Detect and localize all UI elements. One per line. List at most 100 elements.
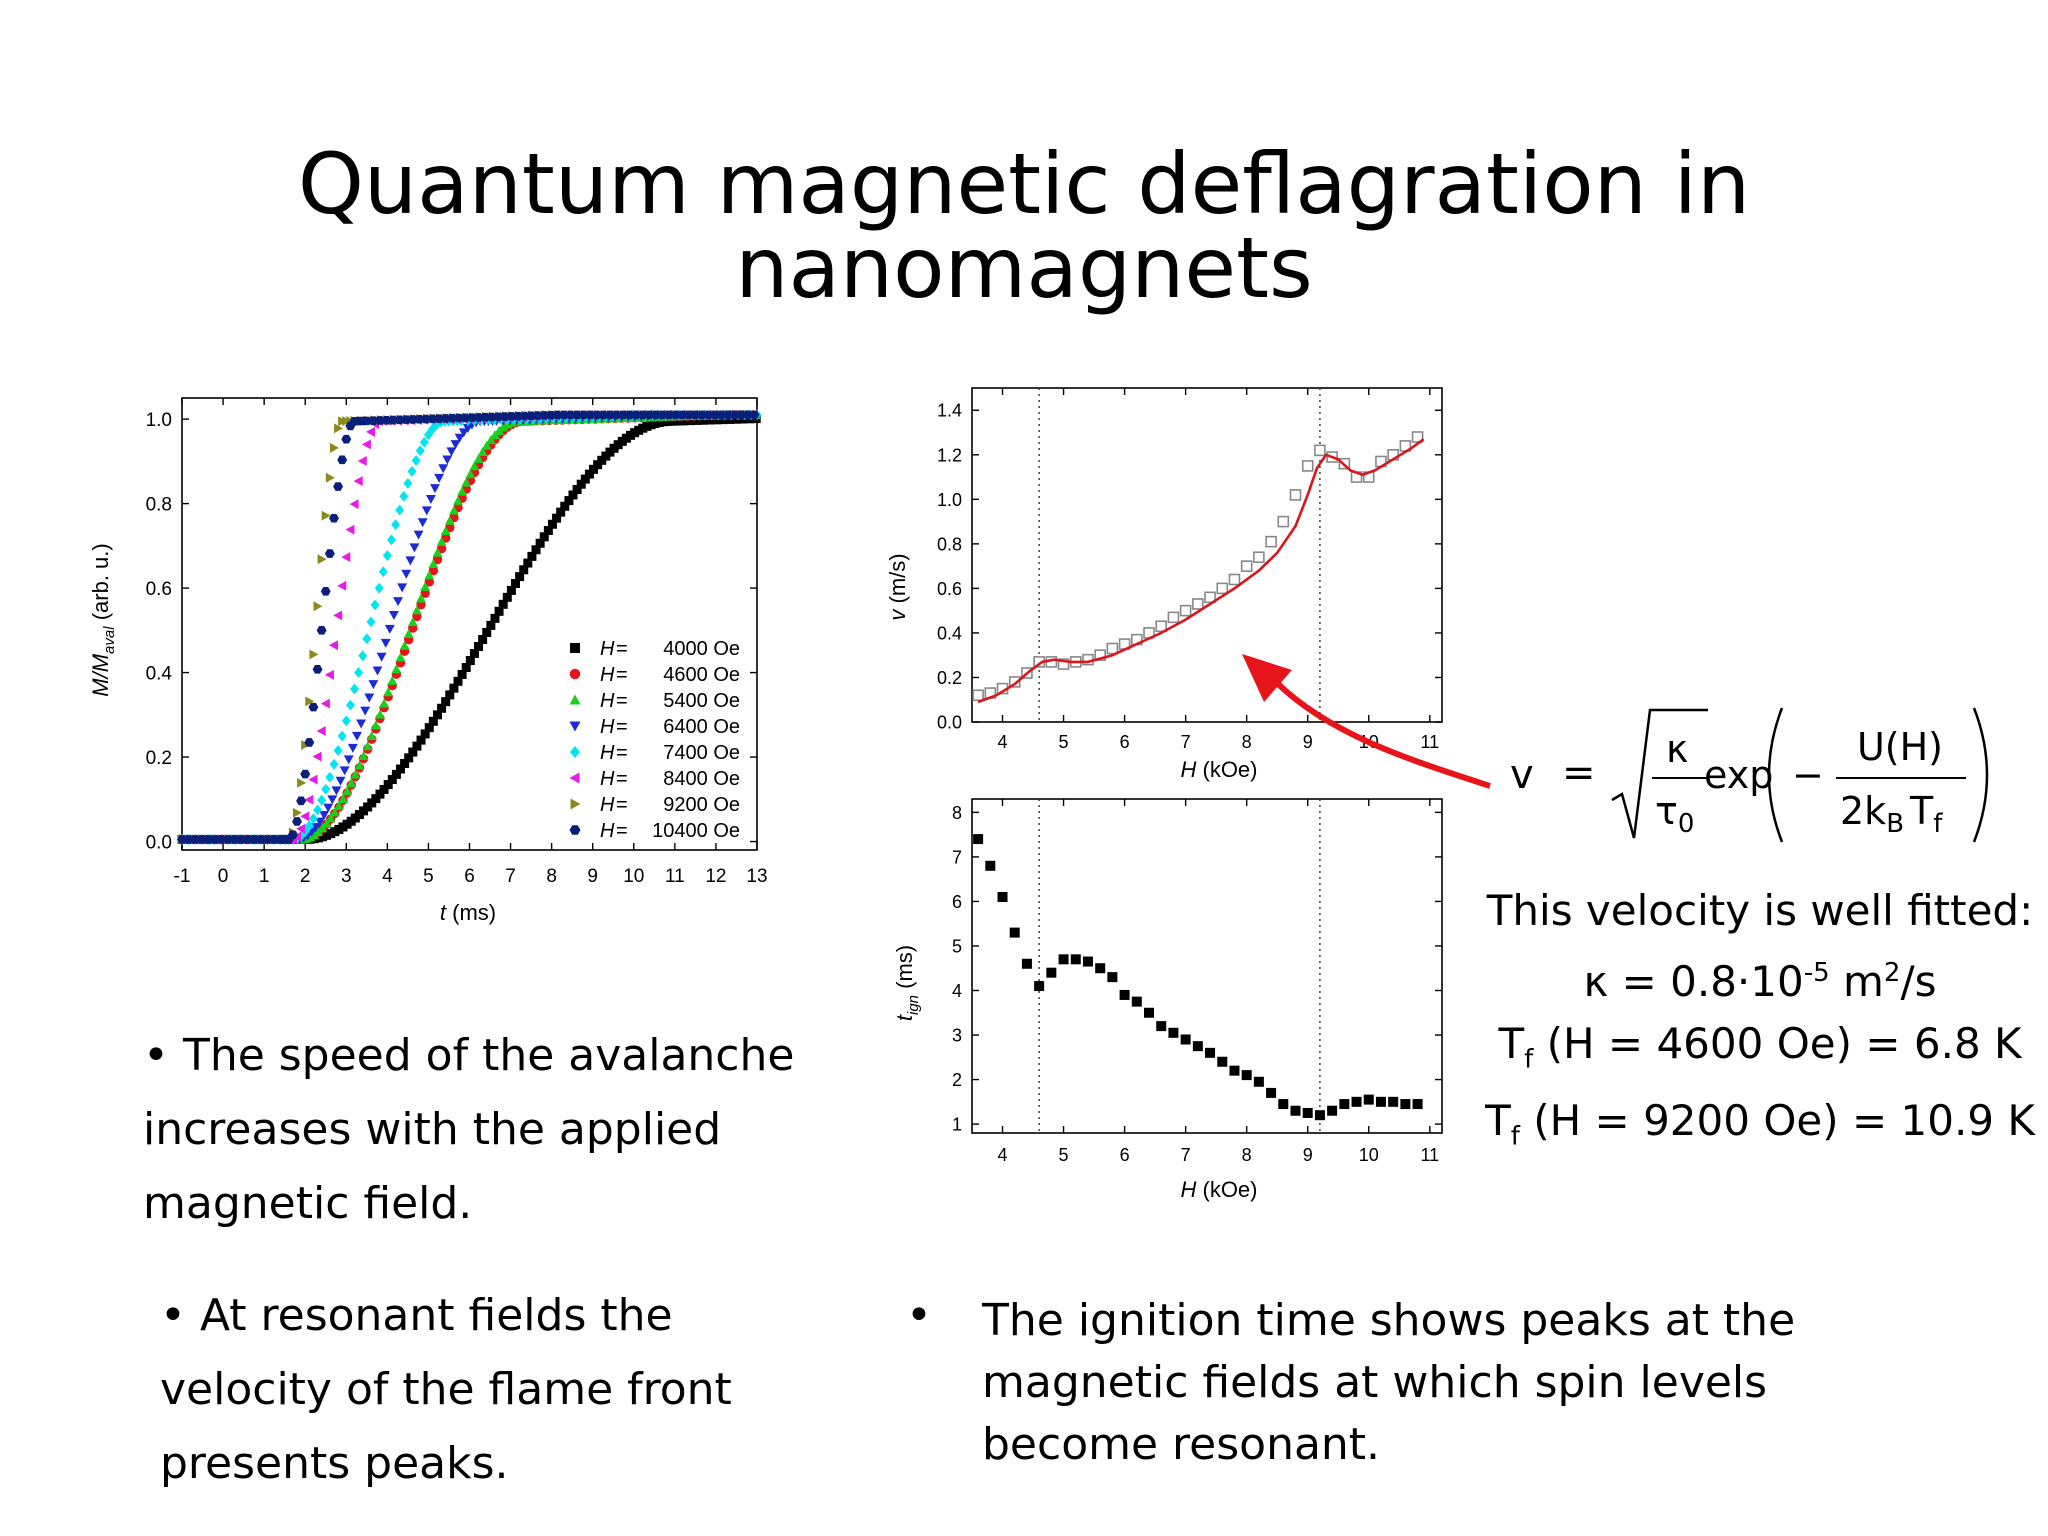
data-point xyxy=(421,506,432,516)
data-point xyxy=(203,835,214,844)
x-tick-label: 3 xyxy=(341,866,352,887)
legend-entry: 6400 Oe xyxy=(663,716,740,738)
data-point xyxy=(321,510,331,521)
data-point xyxy=(379,698,390,708)
velocity-axes: 4 5 6 7 8 9 10 110.00.20.40.60.81.01.21.4 xyxy=(937,387,1443,752)
data-point xyxy=(321,783,331,795)
legend-eq: = xyxy=(616,820,628,842)
data-point xyxy=(333,745,343,756)
data-point xyxy=(1266,1087,1277,1098)
data-point xyxy=(454,433,465,443)
magnetization-legend: H = 4000 OeH = 4600 OeH = 5400 OeH = 6400 OeH = 74… xyxy=(569,638,740,842)
data-point xyxy=(430,484,440,494)
data-point xyxy=(580,474,590,484)
velocity-chart: 4 5 6 7 8 9 10 110.00.20.40.60.81.01.21.4 H (kO… xyxy=(885,387,1443,782)
x-tick-label: 10 xyxy=(1359,1145,1379,1165)
data-point xyxy=(453,676,463,686)
data-point xyxy=(1021,958,1032,969)
data-point xyxy=(349,499,359,510)
x-tick-label: 7 xyxy=(505,866,516,887)
data-point xyxy=(1192,598,1204,610)
data-point xyxy=(316,626,327,635)
data-point xyxy=(324,549,335,558)
data-point xyxy=(532,411,543,420)
data-point xyxy=(644,410,655,420)
data-point xyxy=(453,495,463,505)
data-point xyxy=(339,766,350,776)
data-point xyxy=(421,414,431,424)
data-point xyxy=(333,610,343,621)
data-point xyxy=(352,731,362,741)
data-point xyxy=(461,477,472,487)
data-point xyxy=(511,578,520,588)
bullet-ignition: The ignition time shows peaks at the mag… xyxy=(982,1295,1796,1470)
data-point xyxy=(420,588,430,599)
data-point xyxy=(611,410,622,420)
data-point xyxy=(559,410,569,420)
legend-marker xyxy=(570,746,580,758)
data-point xyxy=(323,803,334,813)
data-point xyxy=(375,416,385,425)
legend-marker xyxy=(570,798,581,810)
data-point xyxy=(223,835,233,844)
data-point xyxy=(364,693,375,703)
data-point xyxy=(631,410,642,420)
x-tick-label: 9 xyxy=(587,866,598,887)
data-point xyxy=(465,469,476,479)
data-point xyxy=(460,413,471,423)
data-point xyxy=(395,504,405,516)
data-point xyxy=(565,410,576,420)
data-point xyxy=(679,416,689,426)
data-point xyxy=(1156,1021,1167,1032)
data-point xyxy=(304,794,314,805)
x-tick-label: 11 xyxy=(665,866,685,887)
data-point xyxy=(1290,1105,1301,1116)
data-point xyxy=(304,820,314,832)
y-tick-label: 5 xyxy=(952,936,962,956)
x-tick-label: 5 xyxy=(1059,732,1069,752)
data-point xyxy=(313,601,323,612)
data-point xyxy=(401,569,412,579)
data-point xyxy=(350,683,359,695)
formula-equals: = xyxy=(1562,750,1596,796)
bullet-resonant: • At resonant fields the velocity of the… xyxy=(160,1290,732,1489)
x-tick-label: 9 xyxy=(1303,1145,1313,1165)
data-point xyxy=(374,582,384,594)
y-tick-label: 0.6 xyxy=(146,579,172,600)
data-point xyxy=(552,410,563,420)
data-point xyxy=(419,436,429,448)
data-point xyxy=(393,597,403,607)
data-point xyxy=(1411,431,1424,443)
data-point xyxy=(329,758,339,770)
x-tick-label: -1 xyxy=(174,866,191,887)
legend-eq: = xyxy=(616,742,628,764)
data-point xyxy=(445,690,455,700)
data-point xyxy=(425,494,436,504)
data-point xyxy=(473,453,484,463)
x-tick-label: 10 xyxy=(623,866,644,887)
data-point xyxy=(482,627,492,637)
data-point xyxy=(1228,573,1241,586)
data-point xyxy=(380,638,391,648)
data-point xyxy=(1375,1096,1386,1107)
data-point xyxy=(317,823,328,833)
data-point xyxy=(432,710,442,720)
data-point xyxy=(399,490,409,502)
data-point xyxy=(341,552,351,563)
x-tick-label: 1 xyxy=(259,866,270,887)
x-tick-label: 9 xyxy=(1303,732,1313,752)
data-point xyxy=(440,414,451,423)
data-point xyxy=(973,834,984,845)
data-point xyxy=(427,414,438,424)
y-tick-label: 1 xyxy=(952,1115,962,1135)
data-point xyxy=(699,415,709,425)
legend-eq: = xyxy=(616,794,628,816)
data-point xyxy=(417,518,428,528)
data-point xyxy=(1204,591,1216,604)
data-point xyxy=(358,751,369,761)
legend-h-label: H xyxy=(600,690,615,712)
fit-results: This velocity is well fitted: κ = 0.8·10… xyxy=(1480,880,2040,1168)
data-point xyxy=(420,729,430,739)
data-point xyxy=(209,835,220,844)
data-point xyxy=(354,667,364,678)
